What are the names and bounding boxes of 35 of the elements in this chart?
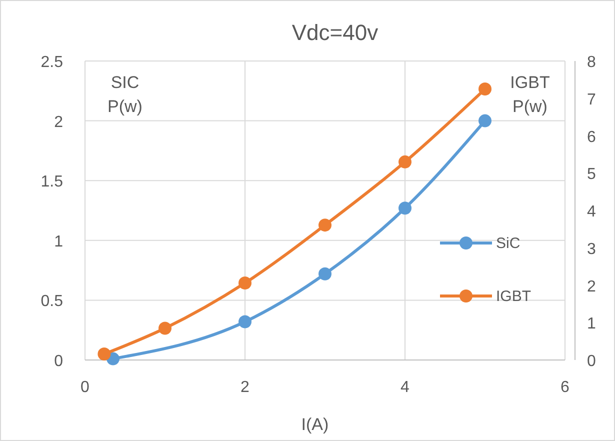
y2-axis-title: IGBT P(w)	[510, 73, 550, 116]
y2-tick-label: 0	[587, 353, 596, 370]
x-tick-label: 6	[560, 379, 570, 396]
point	[398, 202, 412, 215]
y2-tick-label: 1	[587, 316, 596, 333]
y-tick-label: 2	[54, 114, 64, 131]
x-tick-label: 2	[240, 379, 250, 396]
point	[238, 315, 252, 328]
x-axis-title: I(A)	[301, 415, 329, 434]
chart-title: Vdc=40v	[292, 20, 378, 45]
point	[318, 267, 332, 280]
y-tick-label: 2.5	[40, 54, 64, 71]
y2-tick-label: 4	[587, 204, 596, 220]
point	[158, 322, 172, 335]
y-tick-label: 0.5	[40, 293, 64, 310]
point	[238, 276, 252, 290]
point	[398, 155, 412, 168]
y-axis-title: SIC P(w)	[108, 73, 142, 116]
point	[478, 82, 492, 96]
x-tick-label: 4	[400, 379, 410, 396]
y2-tick-label: 8	[587, 54, 596, 71]
y2-tick-label: 5	[587, 166, 596, 184]
y-tick-label: 1.5	[40, 174, 64, 191]
point	[478, 114, 492, 128]
legend-label: SiC	[496, 235, 520, 252]
y2-tick-label: 7	[587, 91, 596, 108]
y2-tick-label: 2	[587, 278, 596, 296]
y-tick-label: 0	[54, 353, 64, 370]
y2-tick-label: 3	[587, 240, 596, 258]
point	[318, 218, 332, 232]
y-tick-label: 1	[54, 233, 64, 250]
x-tick-label: 0	[80, 379, 90, 396]
point	[98, 348, 111, 361]
legend-label: IGBT	[496, 288, 532, 305]
y2-tick-label: 6	[587, 128, 596, 146]
